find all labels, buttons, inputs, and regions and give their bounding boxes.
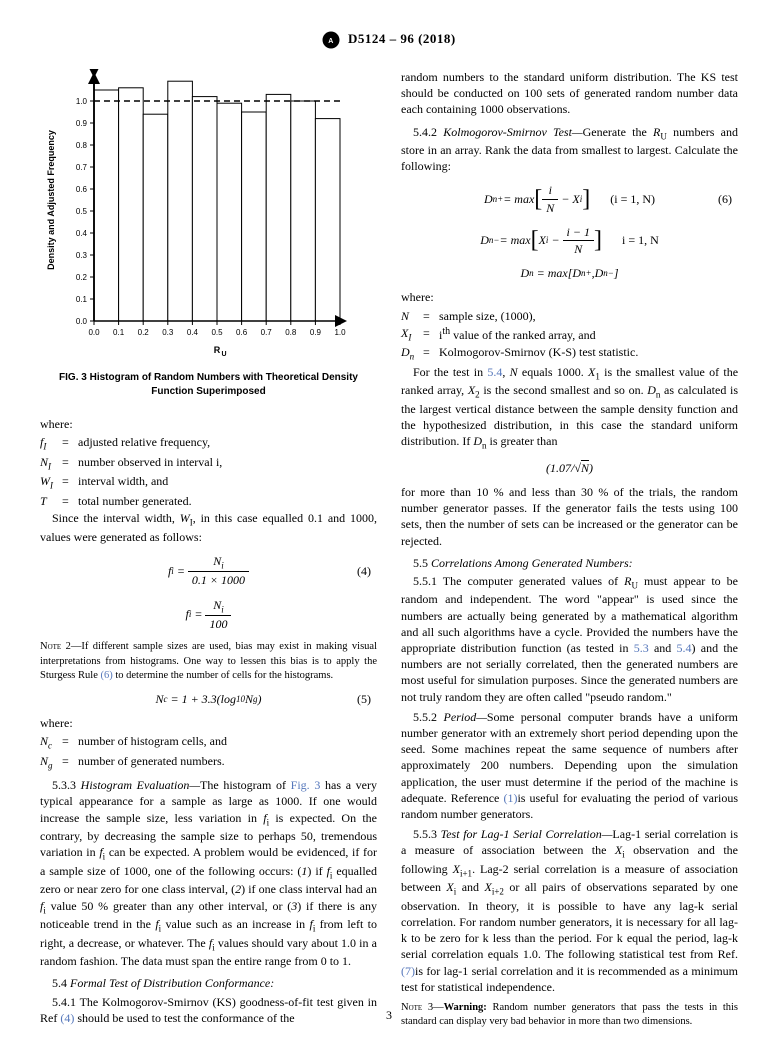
svg-text:0.7: 0.7 [76,163,88,172]
definition-row: N=sample size, (1000), [401,308,738,324]
section-link[interactable]: 5.4 [487,365,502,379]
svg-text:0.3: 0.3 [162,328,174,337]
svg-text:0.8: 0.8 [285,328,297,337]
svg-text:R: R [214,345,221,355]
svg-text:0.9: 0.9 [76,119,88,128]
eqn-num-5: (5) [357,691,371,707]
svg-text:A: A [328,38,334,45]
definition-row: T=total number generated. [40,493,377,509]
note-2: Note 2—If different sample sizes are use… [40,640,377,683]
fig-link[interactable]: Fig. 3 [291,778,321,792]
svg-text:0.8: 0.8 [76,141,88,150]
definition-row: Nc=number of histogram cells, and [40,733,377,752]
definition-row: XI=ith value of the ranked array, and [401,325,738,344]
definition-row: Ng=number of generated numbers. [40,753,377,772]
ref-link[interactable]: (4) [60,1011,74,1025]
ref-link[interactable]: (6) [100,670,112,681]
svg-text:0.3: 0.3 [76,251,88,260]
section-5-4: 5.4 Formal Test of Distribution Conforma… [40,975,377,991]
ref-link[interactable]: (1) [503,791,517,805]
svg-text:0.6: 0.6 [76,185,88,194]
svg-text:0.0: 0.0 [88,328,100,337]
equation-4: fi = Ni0.1 × 1000 (4) [40,553,377,589]
section-5-3-3: 5.3.3 Histogram Evaluation—The histogram… [40,777,377,969]
svg-text:1.0: 1.0 [334,328,346,337]
equation-6c: Dn = max[Dn+, Dn−] [401,265,738,281]
figure-caption: FIG. 3 Histogram of Random Numbers with … [40,371,377,398]
section-5-4-2: 5.4.2 Kolmogorov-Smirnov Test—Generate t… [401,124,738,175]
page-header: A D5124 – 96 (2018) [40,30,738,49]
svg-text:0.1: 0.1 [76,295,88,304]
section-5-4-1: 5.4.1 The Kolmogorov-Smirnov (KS) goodne… [40,994,377,1026]
ref-link[interactable]: (7) [401,964,415,978]
svg-text:0.5: 0.5 [76,207,88,216]
svg-text:U: U [221,351,226,358]
svg-text:0.2: 0.2 [138,328,150,337]
svg-text:1.0: 1.0 [76,97,88,106]
definition-row: Dn=Kolmogorov-Smirnov (K-S) test statist… [401,344,738,363]
svg-text:0.9: 0.9 [310,328,322,337]
eqn-range-6a: (i = 1, N) [610,191,655,207]
svg-text:0.4: 0.4 [76,229,88,238]
svg-text:0.7: 0.7 [261,328,273,337]
definition-row: WI=interval width, and [40,473,377,492]
eqn-num-4: (4) [357,563,371,579]
para-interval-width: Since the interval width, WI, in this ca… [40,510,377,545]
equation-5: Nc = 1 + 3.3(log10 Ng) (5) [40,691,377,707]
eqn-range-6b: i = 1, N [622,232,659,248]
section-link[interactable]: 5.4 [677,641,692,655]
section-5-5-3: 5.5.3 Test for Lag-1 Serial Correlation—… [401,826,738,995]
where-label: where: [40,416,377,432]
svg-text:0.0: 0.0 [76,317,88,326]
para-after-threshold: for more than 10 % and less than 30 % of… [401,484,738,549]
definition-row: fI=adjusted relative frequency, [40,434,377,453]
para-top-right: random numbers to the standard uniform d… [401,69,738,118]
para-test: For the test in 5.4, N equals 1000. X1 i… [401,364,738,452]
section-5-5-1: 5.5.1 The computer generated values of R… [401,573,738,705]
svg-text:0.1: 0.1 [113,328,125,337]
svg-text:Density and Adjusted Frequency: Density and Adjusted Frequency [46,130,56,270]
page-number: 3 [386,1007,392,1023]
where-label-3: where: [401,289,738,305]
section-5-5: 5.5 Correlations Among Generated Numbers… [401,555,738,571]
equation-threshold: (1.07/√N) [401,460,738,476]
standard-number: D5124 – 96 (2018) [348,31,456,46]
eqn-num-6: (6) [718,191,732,207]
histogram-chart: 0.0 0.1 0.2 0.3 0.4 0.5 0.6 0.7 0.8 0.9 1.0 0.0 0.1 0… [40,69,350,363]
where-label-2: where: [40,715,377,731]
equation-6a: Dn+ = max[ iN − Xi] (i = 1, N) (6) [401,182,738,215]
svg-text:0.4: 0.4 [187,328,199,337]
svg-text:0.2: 0.2 [76,273,88,282]
equation-4b: fi = Ni100 [40,597,377,633]
svg-text:0.6: 0.6 [236,328,248,337]
definition-row: NI=number observed in interval i, [40,454,377,473]
svg-text:0.5: 0.5 [211,328,223,337]
note-3: Note 3—Warning: Random number generators… [401,1001,738,1029]
astm-logo-icon: A [322,31,340,49]
equation-6b: Dn− = max[ Xi − i − 1N ] i = 1, N [401,224,738,257]
section-5-5-2: 5.5.2 Period—Some personal computer bran… [401,709,738,822]
section-link[interactable]: 5.3 [634,641,649,655]
